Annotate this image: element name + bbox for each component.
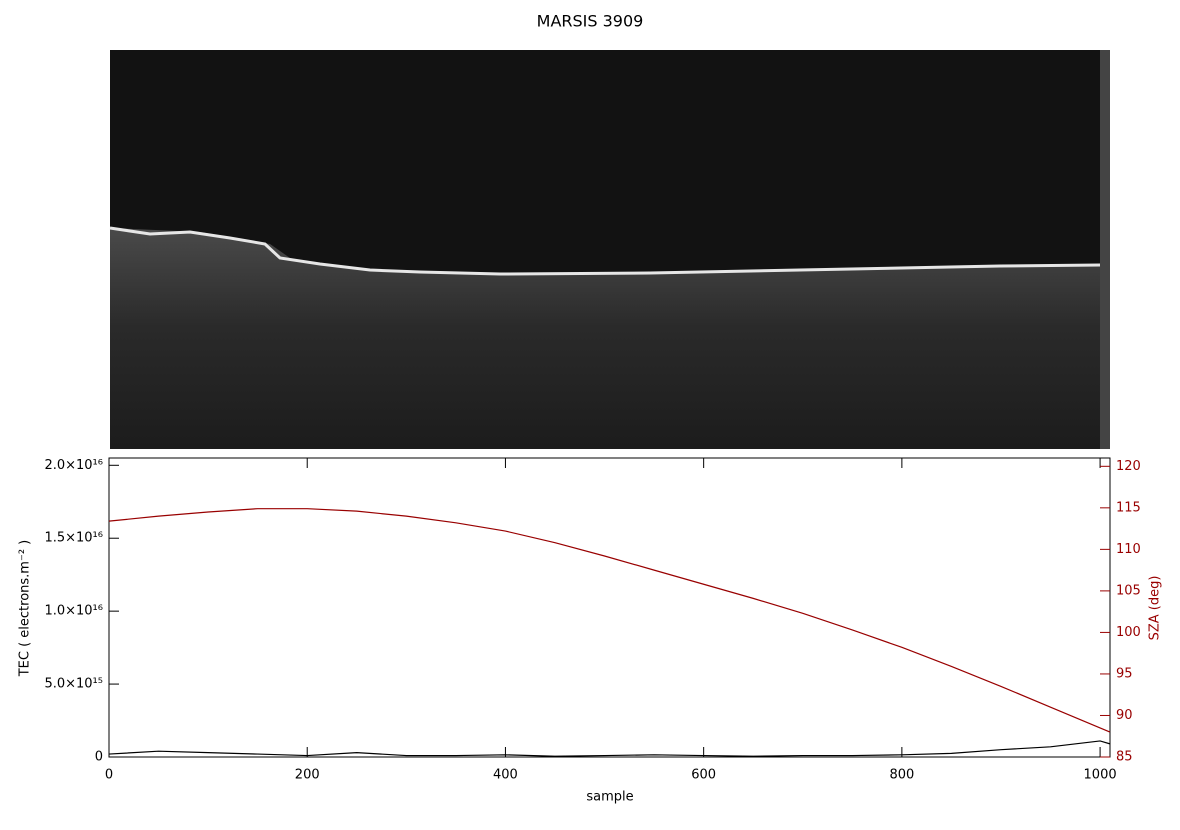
series-line: [108, 740, 1111, 757]
y2-tick-label: 90: [1116, 708, 1133, 723]
x-tick-label: 200: [295, 768, 320, 783]
x-axis-label: sample: [586, 790, 633, 805]
y2-tick-label: 105: [1116, 583, 1141, 598]
y2-tick-label: 115: [1116, 500, 1141, 515]
radargram: [109, 50, 1110, 449]
y-tick-label: 2.0×10¹⁶: [44, 458, 103, 473]
x-tick-label: 800: [889, 768, 914, 783]
plot-frame: [108, 457, 1111, 758]
y2-tick-label: 85: [1116, 750, 1133, 765]
subsurface-echo: [110, 228, 1100, 449]
y2-axis-label: SZA (deg): [1148, 576, 1163, 641]
y-tick-label: 1.5×10¹⁶: [44, 531, 103, 546]
y2-tick-label: 120: [1116, 459, 1141, 474]
series-line: [108, 508, 1111, 733]
y-tick-label: 1.0×10¹⁶: [44, 604, 103, 619]
chart-title: MARSIS 3909: [537, 12, 644, 31]
x-tick-label: 400: [493, 768, 518, 783]
y-axis-label: TEC ( electrons.m⁻² ): [18, 540, 33, 678]
x-tick-label: 1000: [1084, 768, 1117, 783]
y2-tick-label: 95: [1116, 666, 1133, 681]
y-tick-label: 0: [95, 750, 103, 765]
y2-tick-label: 110: [1116, 542, 1141, 557]
x-tick-label: 0: [105, 768, 113, 783]
x-tick-label: 600: [691, 768, 716, 783]
surface-echo: [109, 226, 1101, 276]
edge-strip: [1100, 50, 1110, 449]
y2-tick-label: 100: [1116, 625, 1141, 640]
y-tick-label: 5.0×10¹⁵: [44, 677, 103, 692]
